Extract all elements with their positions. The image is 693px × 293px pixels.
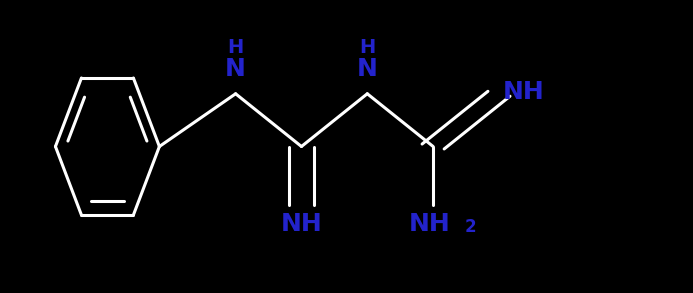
Text: 2: 2 <box>465 218 477 236</box>
Text: NH: NH <box>502 80 544 104</box>
Text: H: H <box>359 38 376 57</box>
Text: NH: NH <box>409 212 450 236</box>
Text: N: N <box>225 57 246 81</box>
Text: H: H <box>227 38 244 57</box>
Text: NH: NH <box>281 212 322 236</box>
Text: N: N <box>357 57 378 81</box>
